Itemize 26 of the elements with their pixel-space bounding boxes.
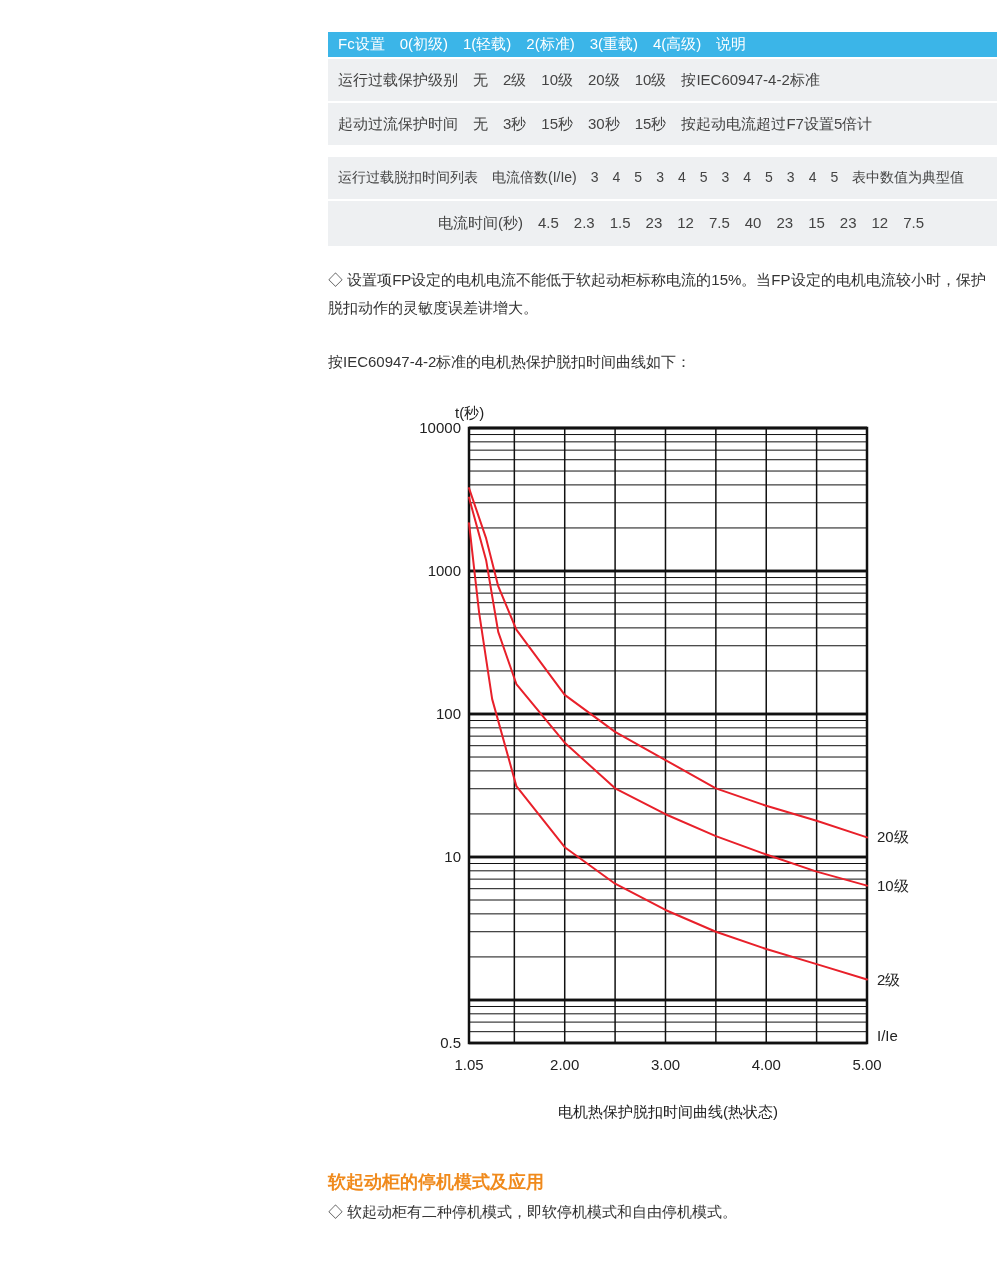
line-series <box>468 522 868 981</box>
y-axis-title: t(秒) <box>455 404 485 421</box>
text: 按IEC60947-4-2标准的电机热保护脱扣时间曲线如下： <box>328 353 692 372</box>
x-tick-label: 4.00 <box>751 1056 781 1073</box>
text: 运行过载保护级别 无 2级 10级 20级 10级 按IEC60947-4-2标准 <box>328 59 997 101</box>
y-tick-label: 100 <box>435 704 461 722</box>
text: ◇ 设置项FP设定的电机电流不能低于软起动柜标称电流的15%。当FP设定的电机电流较小时，保护脱扣动作的灵敏度误差讲增大。 <box>328 270 987 318</box>
text: 运行过载脱扣时间列表 电流倍数(I/Ie) 3 4 5 3 4 5 3 4 5 3 4 5 表中数值为典型值 <box>328 157 997 199</box>
y-tick-label: 10 <box>444 847 461 865</box>
series-label: 10级 <box>877 876 909 894</box>
text: 软起动柜的停机模式及应用 <box>328 1171 544 1194</box>
text: Fc设置 0(初级) 1(轻载) 2(标准) 3(重载) 4(高级) 说明 <box>328 32 997 57</box>
x-tick-label: 3.00 <box>650 1056 681 1073</box>
x-axis-title: I/Ie <box>877 1027 898 1044</box>
text: ◇ 软起动柜有二种停机模式，即软停机模式和自由停机模式。 <box>328 1203 738 1222</box>
series-label: 20级 <box>877 828 909 846</box>
x-tick-label: 1.05 <box>454 1056 484 1073</box>
y-tick-label: 0.5 <box>440 1034 461 1051</box>
text: 电流时间(秒) 4.5 2.3 1.5 23 12 7.5 40 23 15 23 12 7.5 <box>328 201 997 246</box>
series-label: 2级 <box>877 970 901 988</box>
y-tick-label: 10000 <box>419 419 461 436</box>
y-tick-label: 1000 <box>427 561 461 579</box>
text: 电机热保护脱扣时间曲线(热状态) <box>558 1103 778 1120</box>
text: 起动过流保护时间 无 3秒 15秒 30秒 15秒 按起动电流超过F7设置5倍计 <box>328 103 997 145</box>
x-tick-label: 5.00 <box>852 1056 882 1073</box>
x-tick-label: 2.00 <box>550 1056 580 1073</box>
